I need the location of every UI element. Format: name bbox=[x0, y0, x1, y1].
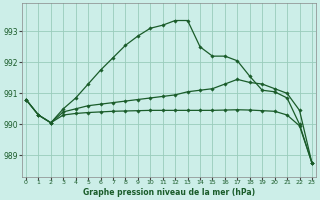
X-axis label: Graphe pression niveau de la mer (hPa): Graphe pression niveau de la mer (hPa) bbox=[83, 188, 255, 197]
